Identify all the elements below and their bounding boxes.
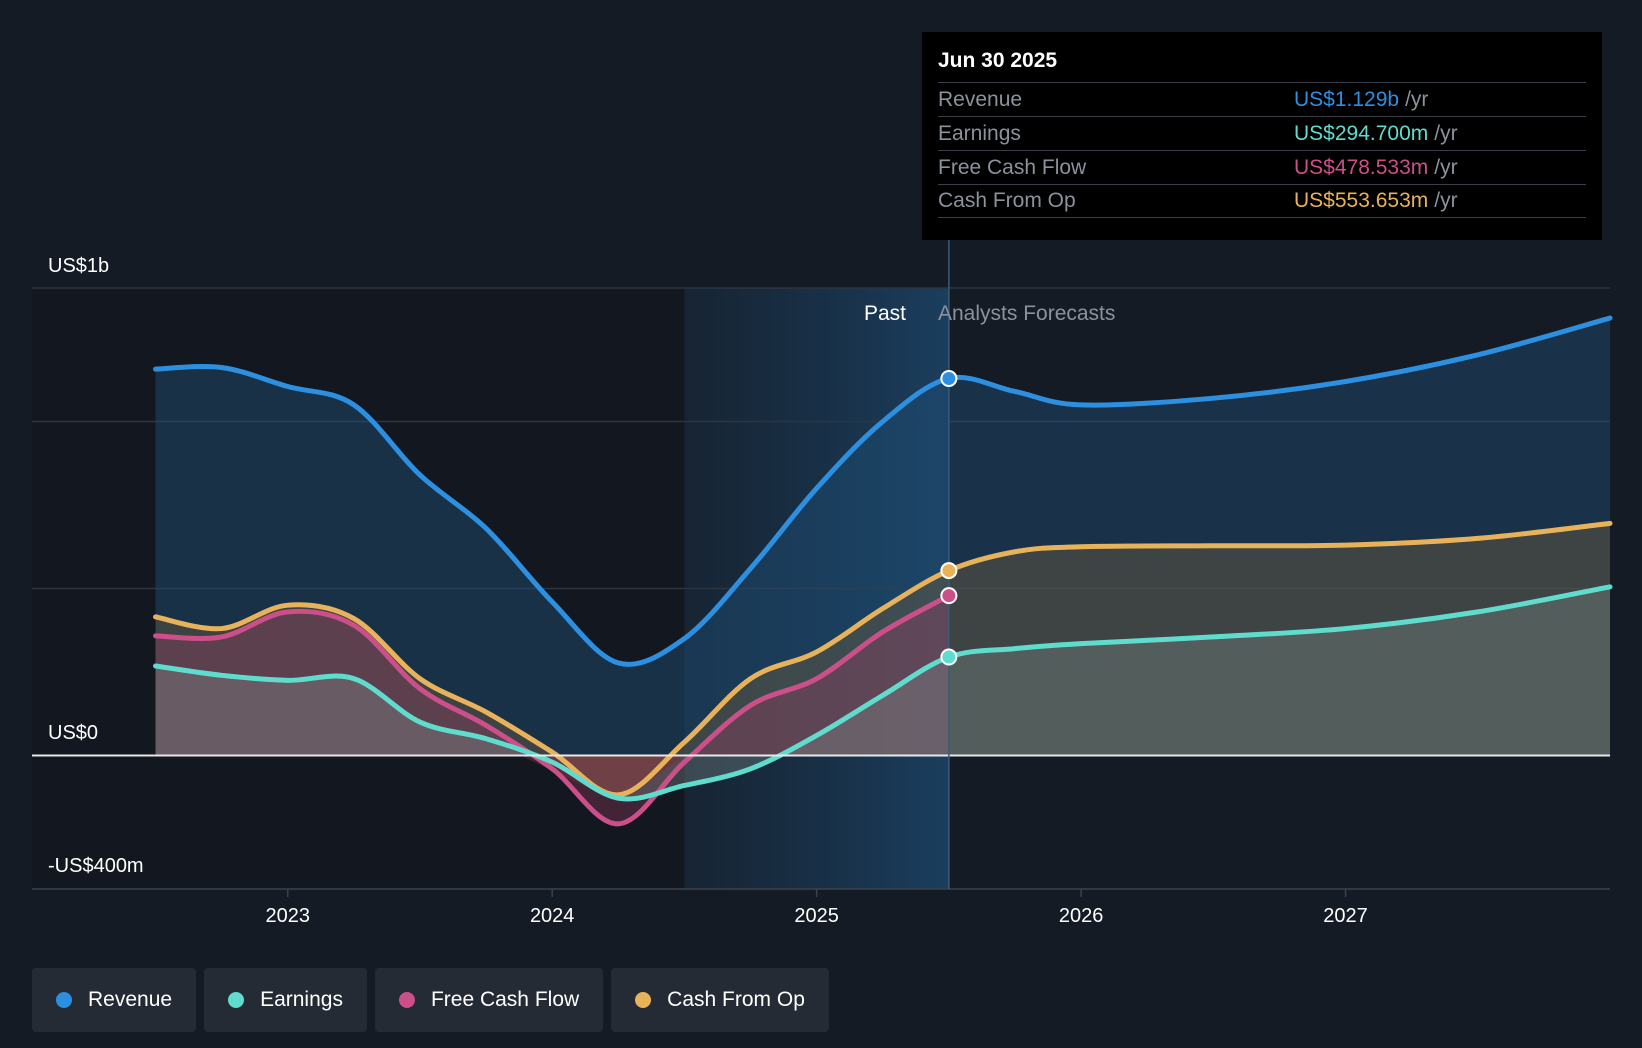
free-cash-flow-marker — [940, 587, 958, 605]
legend-dot-icon — [398, 992, 415, 1008]
earnings-marker — [940, 648, 958, 666]
tooltip-row-free-cash-flow: Free Cash Flow US$478.533m /yr — [938, 150, 1586, 184]
tooltip-unit: /yr — [1434, 121, 1458, 145]
free-cash-flow-line — [153, 593, 952, 827]
past-label: Past — [864, 302, 906, 325]
tooltip-value: US$1.129b — [1294, 87, 1400, 111]
revenue-area — [155, 318, 1610, 756]
x-tick-label: 2024 — [530, 905, 575, 927]
legend-item-free-cash-flow[interactable]: Free Cash Flow — [374, 968, 604, 1032]
cash-from-op-area — [155, 523, 1610, 795]
legend-label: Free Cash Flow — [430, 988, 580, 1011]
x-tick-label: 2023 — [265, 905, 310, 927]
legend-label: Revenue — [88, 988, 173, 1011]
tooltip-date: Jun 30 2025 — [938, 49, 1058, 72]
tooltip-row-revenue: Revenue US$1.129b /yr — [938, 82, 1586, 116]
legend-dot-icon — [635, 992, 652, 1008]
revenue-line — [153, 315, 1613, 667]
legend: Revenue Earnings Free Cash Flow Cash Fro… — [32, 968, 829, 1032]
earnings-line — [153, 584, 1613, 802]
series-lines — [32, 315, 1613, 827]
legend-dot-icon — [228, 992, 245, 1008]
forecast-label: Analysts Forecasts — [938, 302, 1115, 325]
gridlines — [32, 287, 1610, 890]
tooltip-label: Revenue — [938, 87, 1023, 111]
legend-item-earnings[interactable]: Earnings — [204, 968, 367, 1032]
cash-from-op-line — [153, 520, 1613, 798]
legend-label: Cash From Op — [667, 988, 805, 1011]
legend-label: Earnings — [260, 988, 343, 1011]
x-tick-label: 2027 — [1323, 905, 1368, 927]
tooltip-label: Cash From Op — [938, 189, 1076, 212]
y-axis-label-bottom: -US$400m — [48, 855, 144, 877]
x-tick-label: 2026 — [1059, 905, 1104, 927]
tooltip-row-earnings: Earnings US$294.700m /yr — [938, 116, 1586, 150]
cash-from-op-marker — [940, 562, 958, 580]
free-cash-flow-area — [155, 595, 949, 824]
x-tick-label: 2025 — [794, 905, 839, 927]
legend-item-revenue[interactable]: Revenue — [32, 968, 197, 1032]
tooltip-unit: /yr — [1434, 155, 1458, 179]
tooltip-markers — [940, 369, 958, 666]
tooltip-value: US$294.700m — [1294, 121, 1429, 145]
tooltip-panel: Jun 30 2025 Revenue US$1.129b /yr Earnin… — [922, 32, 1602, 240]
tooltip-label: Earnings — [938, 121, 1021, 145]
tooltip-row-cash-from-op: Cash From Op US$553.653m /yr — [938, 184, 1586, 218]
legend-dot-icon — [56, 992, 72, 1008]
tooltip-unit: /yr — [1434, 189, 1458, 212]
legend-item-cash-from-op[interactable]: Cash From Op — [611, 968, 829, 1032]
y-axis-label-zero: US$0 — [48, 722, 98, 744]
x-axis-ticks: 2023 2024 2025 2026 2027 — [265, 889, 1368, 927]
earnings-area — [155, 586, 1610, 799]
revenue-marker — [940, 369, 958, 387]
y-axis-label-top: US$1b — [48, 255, 109, 277]
tooltip-label: Free Cash Flow — [938, 155, 1087, 179]
tooltip-unit: /yr — [1405, 87, 1429, 111]
tooltip-value: US$478.533m — [1294, 155, 1429, 179]
tooltip-value: US$553.653m — [1294, 189, 1429, 212]
series-areas — [155, 318, 1610, 824]
